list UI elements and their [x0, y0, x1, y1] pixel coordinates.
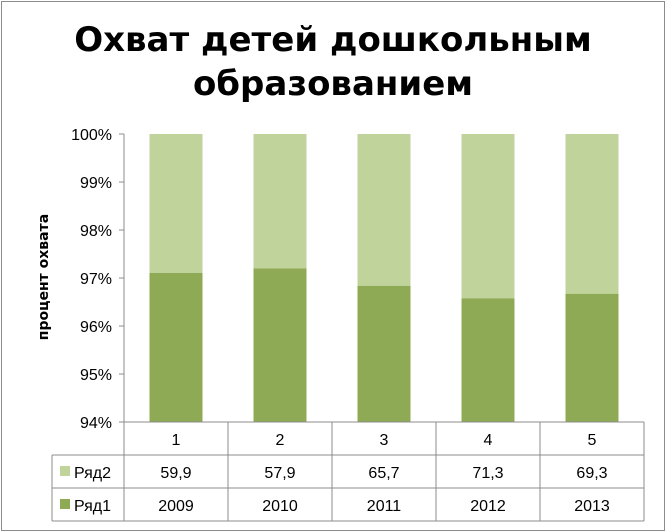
table-cell: 59,9	[160, 465, 191, 482]
y-tick-label: 95%	[80, 367, 112, 384]
x-category-label: 1	[172, 432, 181, 449]
bar-ряд2-4	[461, 134, 515, 299]
y-tick-label: 99%	[80, 175, 112, 192]
bar-ряд1-3	[357, 285, 411, 422]
table-cell: 2013	[574, 498, 610, 515]
x-category-label: 3	[380, 432, 389, 449]
x-category-label: 4	[484, 432, 493, 449]
table-cell: 2010	[262, 498, 298, 515]
table-cell: 2009	[158, 498, 194, 515]
bar-ряд1-5	[565, 293, 619, 422]
y-tick-label: 100%	[71, 127, 112, 144]
bar-ряд1-4	[461, 298, 515, 422]
y-tick-label: 96%	[80, 319, 112, 336]
table-cell: 69,3	[576, 465, 607, 482]
x-category-label: 5	[588, 432, 597, 449]
table-cell: 57,9	[264, 465, 295, 482]
bar-ряд2-2	[253, 134, 307, 269]
bar-ряд2-5	[565, 134, 619, 294]
y-tick-label: 94%	[80, 415, 112, 432]
bar-ряд2-3	[357, 134, 411, 286]
y-tick-label: 97%	[80, 271, 112, 288]
x-category-label: 2	[276, 432, 285, 449]
bar-ряд2-1	[149, 134, 203, 273]
table-cell: 2011	[367, 498, 402, 515]
table-cell: 65,7	[368, 465, 399, 482]
bar-ряд1-1	[149, 272, 203, 422]
legend-label-ряд1: Ряд1	[74, 498, 111, 515]
chart-title: Охват детей дошкольным образованием	[74, 20, 592, 104]
legend-key-ряд1	[60, 499, 70, 509]
bar-ряд1-2	[253, 268, 307, 422]
table-cell: 71,3	[472, 465, 503, 482]
y-tick-label: 98%	[80, 223, 112, 240]
legend-key-ряд2	[60, 466, 70, 476]
legend-label-ряд2: Ряд2	[74, 465, 111, 482]
table-cell: 2012	[470, 498, 506, 515]
